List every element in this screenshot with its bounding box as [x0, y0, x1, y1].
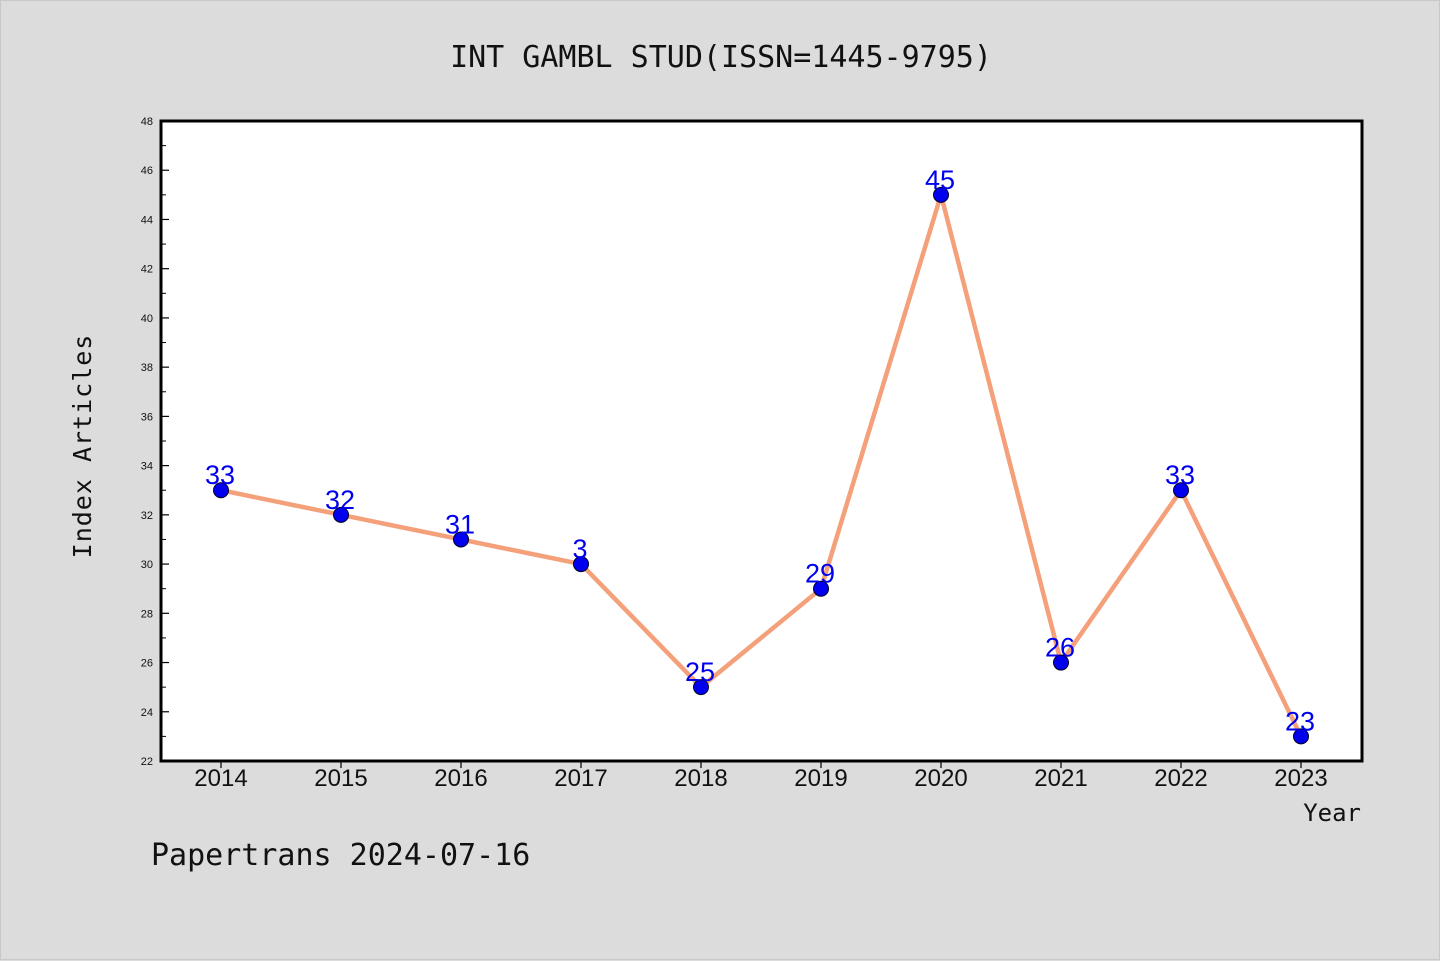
- y-tick-label: 48: [141, 116, 153, 128]
- y-axis-ticks: 22 24 26 28 30 32 34 36 38 40 42 44 46 48: [141, 116, 169, 768]
- footer-credit: Papertrans 2024-07-16: [151, 838, 530, 873]
- data-label: 29: [805, 559, 835, 589]
- data-label: 23: [1285, 706, 1315, 736]
- y-tick-label: 36: [141, 411, 153, 423]
- y-tick-label: 42: [141, 264, 153, 276]
- y-tick-label: 44: [141, 214, 153, 226]
- plot-area: [159, 119, 1364, 763]
- y-tick-label: 32: [141, 510, 153, 522]
- y-tick-label: 40: [141, 313, 153, 325]
- data-point-marker: [453, 531, 469, 548]
- y-tick-label: 24: [141, 707, 153, 719]
- x-tick-label: 2015: [314, 765, 367, 792]
- data-point-marker: [1053, 654, 1069, 671]
- data-label: 25: [685, 657, 715, 687]
- data-point-marker: [213, 482, 229, 499]
- data-label: 33: [1165, 460, 1195, 490]
- data-point-marker: [813, 580, 829, 597]
- data-point-marker: [693, 679, 709, 696]
- data-point-marker: [1173, 482, 1189, 499]
- y-tick-label: 34: [141, 461, 153, 473]
- y-tick-label: 30: [141, 559, 153, 571]
- x-tick-label: 2020: [914, 765, 967, 792]
- x-tick-label: 2022: [1154, 765, 1207, 792]
- y-tick-label: 28: [141, 608, 153, 620]
- x-tick-label: 2023: [1274, 765, 1327, 792]
- data-label: 31: [445, 509, 475, 539]
- y-tick-label: 26: [141, 658, 153, 670]
- data-label: 33: [205, 460, 235, 490]
- data-point-marker: [1293, 728, 1309, 745]
- data-label: 32: [325, 485, 355, 515]
- data-label: 45: [925, 165, 955, 195]
- y-axis-label: Index Articles: [68, 334, 97, 559]
- x-axis-label: Year: [1303, 799, 1361, 827]
- x-tick-label: 2017: [554, 765, 607, 792]
- y-tick-label: 22: [141, 756, 153, 768]
- x-tick-label: 2018: [674, 765, 727, 792]
- series-line: [218, 192, 1304, 739]
- data-label: 26: [1045, 633, 1075, 663]
- data-label: 3: [572, 534, 587, 564]
- x-tick-label: 2014: [194, 765, 247, 792]
- y-tick-label: 38: [141, 362, 153, 374]
- x-tick-label: 2021: [1034, 765, 1087, 792]
- series-line-group: 33 32 31 3 25 29 45 26 33 23: [205, 165, 1315, 745]
- x-tick-label: 2019: [794, 765, 847, 792]
- data-point-marker: [573, 556, 589, 573]
- x-axis-ticks: 2014 2015 2016 2017 2018 2019 2020 2021 2022 2023: [194, 761, 1328, 792]
- y-tick-label: 46: [141, 165, 153, 177]
- x-tick-label: 2016: [434, 765, 487, 792]
- data-point-marker: [333, 506, 349, 523]
- chart-title: INT GAMBL STUD(ISSN=1445-9795): [450, 40, 992, 75]
- data-point-marker: [933, 186, 949, 203]
